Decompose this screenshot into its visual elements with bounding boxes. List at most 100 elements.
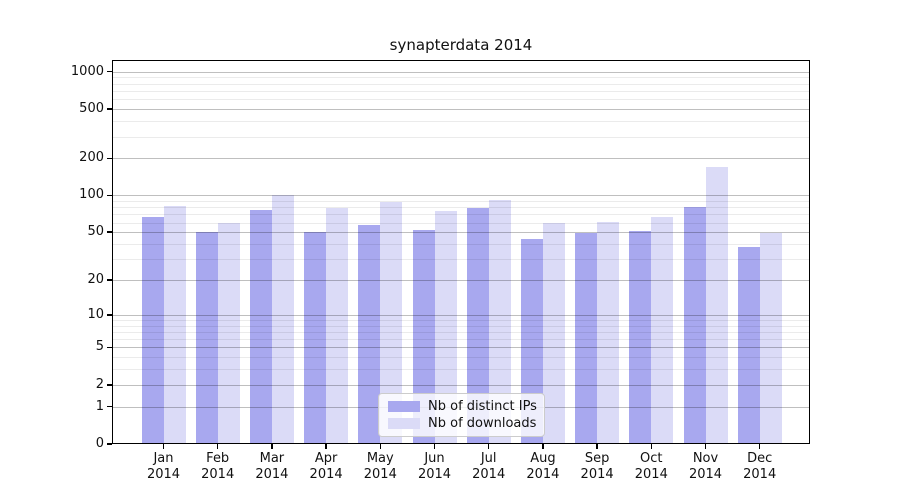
bar-downloads-jul — [488, 199, 511, 444]
bar-distinct-ips-oct — [629, 231, 652, 444]
legend-item-distinct-ips: Nb of distinct IPs — [388, 398, 537, 414]
bar-distinct-ips-jul — [466, 207, 489, 444]
y-tick-mark-1 — [107, 405, 112, 408]
x-tick-label-mar: Mar 2014 — [240, 451, 304, 483]
legend-swatch-distinct-ips — [388, 400, 420, 412]
minor-gridline-40 — [112, 243, 810, 245]
y-tick-mark-5 — [107, 346, 112, 349]
y-tick-mark-200 — [107, 157, 112, 159]
x-tick-mark-jul — [488, 444, 490, 449]
x-tick-label-sep: Sep 2014 — [565, 451, 629, 483]
major-gridline-10 — [112, 314, 810, 316]
legend-swatch-downloads — [388, 418, 420, 430]
x-tick-mark-aug — [542, 444, 544, 449]
bar-distinct-ips-apr — [304, 232, 327, 444]
x-tick-month: Apr — [314, 451, 338, 466]
major-gridline-1000 — [112, 71, 810, 73]
bar-distinct-ips-nov — [683, 207, 706, 444]
bar-downloads-jan — [163, 205, 186, 444]
minor-gridline-400 — [112, 121, 810, 123]
bar-downloads-nov — [705, 166, 728, 444]
y-tick-label-200: 200 — [79, 150, 104, 166]
x-tick-mark-feb — [217, 444, 219, 449]
x-tick-year: 2014 — [580, 467, 614, 482]
chart-title: synapterdata 2014 — [389, 36, 533, 54]
x-tick-label-oct: Oct 2014 — [619, 451, 683, 483]
major-gridline-200 — [112, 158, 810, 160]
bar-distinct-ips-mar — [249, 209, 272, 444]
x-tick-year: 2014 — [472, 467, 506, 482]
y-tick-mark-100 — [107, 194, 112, 197]
y-tick-label-0: 0 — [95, 436, 104, 451]
x-tick-month: May — [366, 451, 394, 466]
bar-downloads-oct — [651, 216, 674, 444]
y-tick-mark-0 — [107, 443, 112, 445]
minor-gridline-9 — [112, 319, 810, 321]
x-tick-mark-dec — [759, 444, 761, 449]
major-gridline-50 — [112, 232, 810, 234]
x-tick-month: Jun — [424, 451, 445, 466]
major-gridline-20 — [112, 279, 810, 281]
y-tick-label-50: 50 — [87, 224, 104, 240]
y-tick-mark-2 — [107, 384, 112, 386]
bar-downloads-may — [380, 201, 403, 444]
x-tick-label-feb: Feb 2014 — [186, 451, 250, 483]
x-tick-mark-oct — [650, 444, 652, 449]
x-tick-label-may: May 2014 — [348, 451, 412, 483]
y-tick-label-5: 5 — [95, 339, 104, 355]
x-tick-mark-sep — [596, 444, 598, 449]
x-tick-mark-may — [379, 444, 381, 449]
minor-gridline-300 — [112, 136, 810, 138]
y-tick-mark-1000 — [107, 71, 112, 73]
x-tick-mark-jan — [162, 444, 165, 449]
x-tick-month: Sep — [584, 451, 610, 466]
x-tick-month: Aug — [530, 451, 556, 466]
x-tick-label-dec: Dec 2014 — [728, 451, 792, 483]
y-tick-label-10: 10 — [87, 306, 104, 322]
y-tick-label-2: 2 — [95, 376, 104, 392]
x-tick-year: 2014 — [526, 467, 560, 482]
x-tick-year: 2014 — [363, 467, 397, 482]
legend-label-distinct-ips: Nb of distinct IPs — [428, 398, 537, 414]
bar-downloads-feb — [217, 223, 240, 444]
x-tick-year: 2014 — [688, 467, 723, 482]
minor-gridline-700 — [112, 90, 810, 92]
x-tick-month: Jan — [153, 451, 174, 466]
minor-gridline-30 — [112, 258, 810, 260]
minor-gridline-3 — [112, 369, 810, 371]
x-tick-year: 2014 — [417, 467, 452, 482]
x-tick-label-jul: Jul 2014 — [457, 451, 521, 483]
x-tick-year: 2014 — [201, 467, 235, 482]
minor-gridline-6 — [112, 339, 810, 341]
bar-distinct-ips-may — [358, 225, 381, 444]
minor-gridline-7 — [112, 331, 810, 333]
minor-gridline-90 — [112, 200, 810, 202]
minor-gridline-800 — [112, 83, 810, 85]
x-tick-label-apr: Apr 2014 — [294, 451, 358, 483]
bar-distinct-ips-jan — [141, 217, 164, 444]
major-gridline-500 — [112, 109, 810, 111]
bar-distinct-ips-dec — [737, 246, 760, 444]
y-tick-mark-500 — [107, 108, 112, 110]
bar-distinct-ips-jun — [412, 230, 435, 444]
x-tick-label-nov: Nov 2014 — [674, 451, 738, 483]
bar-downloads-jun — [434, 210, 457, 444]
y-tick-mark-10 — [107, 314, 112, 316]
y-tick-label-1: 1 — [95, 398, 104, 414]
minor-gridline-900 — [112, 77, 810, 79]
x-tick-mark-apr — [325, 444, 327, 449]
bar-downloads-aug — [542, 222, 565, 444]
major-gridline-100 — [112, 195, 810, 197]
minor-gridline-80 — [112, 207, 810, 209]
y-tick-label-500: 500 — [79, 101, 104, 117]
x-tick-month: Mar — [259, 451, 285, 466]
x-tick-label-jun: Jun 2014 — [403, 451, 467, 483]
x-tick-month: Dec — [747, 451, 773, 466]
bar-downloads-mar — [271, 195, 294, 444]
x-tick-year: 2014 — [634, 467, 668, 482]
y-tick-mark-20 — [107, 279, 112, 281]
x-tick-year: 2014 — [255, 467, 289, 482]
y-tick-label-100: 100 — [79, 187, 104, 203]
major-gridline-5 — [112, 347, 810, 349]
x-tick-label-aug: Aug 2014 — [511, 451, 575, 483]
